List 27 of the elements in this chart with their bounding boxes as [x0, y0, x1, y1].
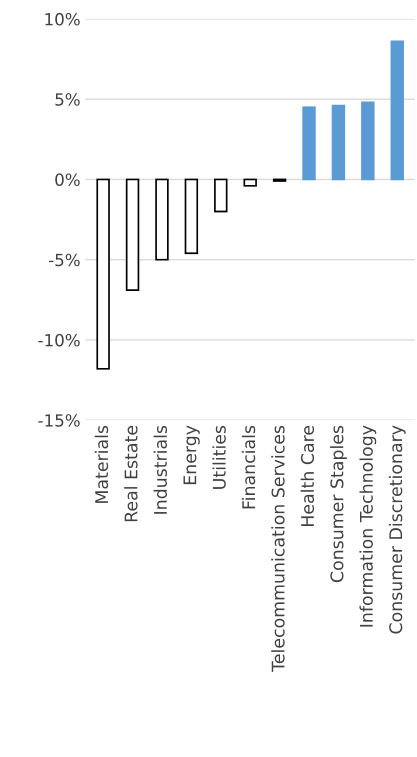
x-tick-label: Telecommunication Services [271, 426, 285, 672]
bar [390, 40, 404, 180]
x-tick-label: Real Estate [124, 426, 138, 522]
y-tick-label: -5% [48, 254, 80, 266]
bar [184, 178, 198, 254]
x-tick-label: Consumer Discretionary [388, 426, 406, 634]
x-tick-label: Energy [184, 426, 200, 484]
bar [332, 104, 346, 180]
x-tick-label: Consumer Staples [330, 426, 347, 582]
bar [214, 178, 228, 212]
bar [155, 178, 169, 260]
y-tick-label: -10% [38, 334, 80, 346]
bar [243, 178, 257, 187]
x-tick-label: Financials [242, 426, 256, 508]
x-tick-label: Industrials [154, 426, 167, 514]
bar [126, 178, 140, 291]
y-tick-label: 5% [55, 93, 80, 106]
y-tick-label: 10% [45, 12, 80, 26]
bar [96, 178, 110, 370]
x-tick-label: Health Care [300, 426, 314, 526]
bar [302, 106, 316, 180]
x-tick-label: Utilities [212, 426, 226, 489]
y-tick-label: 0% [55, 173, 80, 186]
y-tick-label: -15% [38, 414, 80, 427]
bar [361, 102, 375, 180]
x-tick-label: Information Technology [359, 426, 376, 627]
x-tick-label: Materials [94, 426, 108, 503]
